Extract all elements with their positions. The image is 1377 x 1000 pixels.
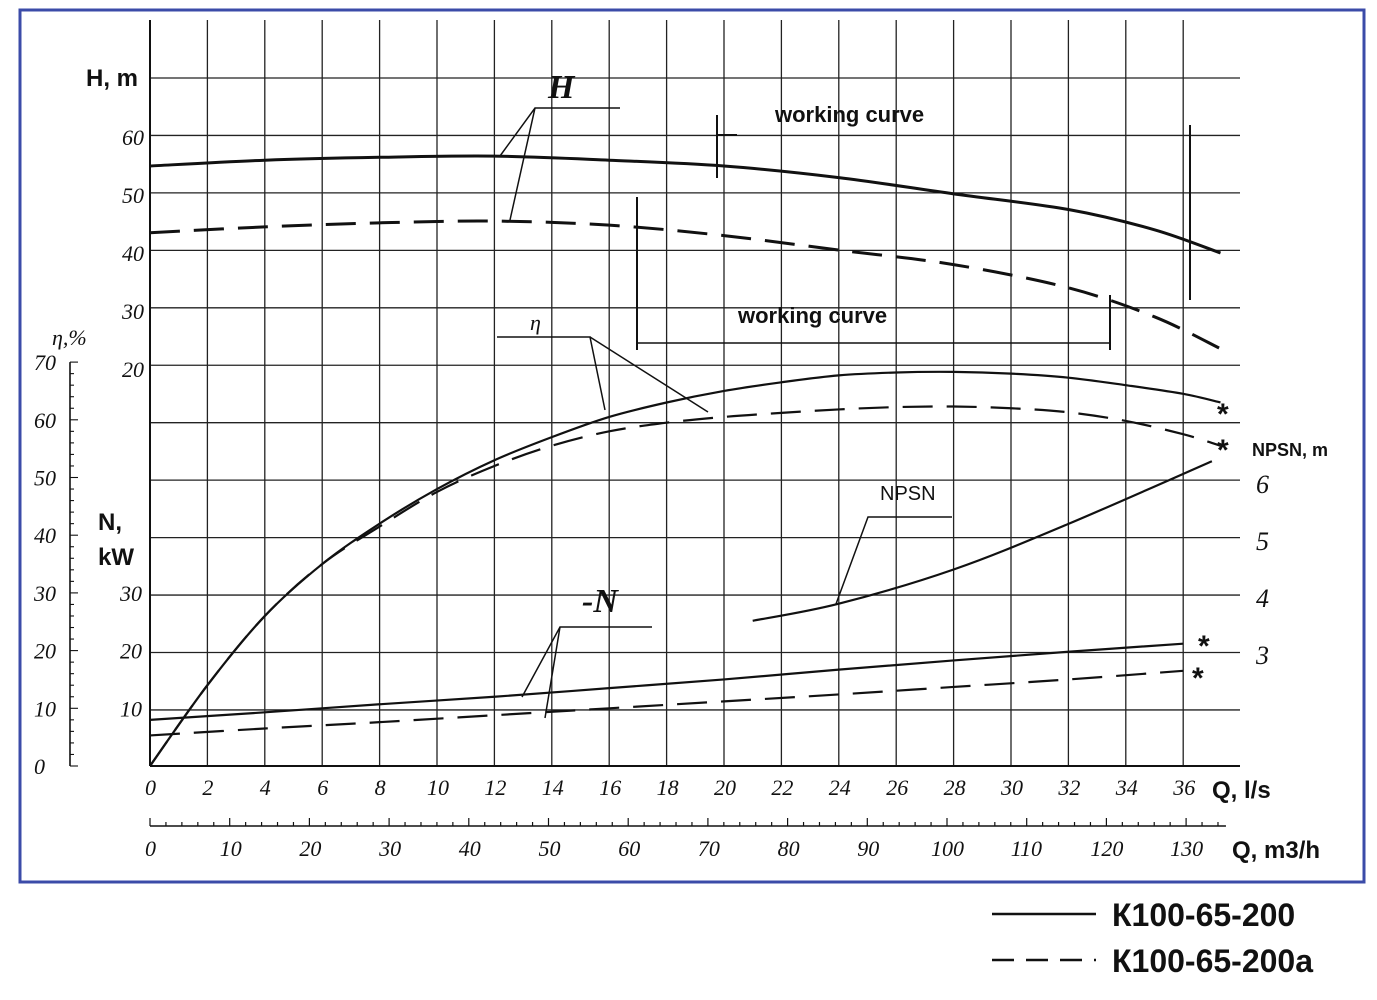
x2-tick-label-m3h: 30 xyxy=(378,836,401,861)
leader-line xyxy=(509,107,536,221)
working-curve-label-bottom: working curve xyxy=(737,303,887,328)
h-tick-label: 50 xyxy=(122,183,144,208)
x-tick-label-ls: 24 xyxy=(829,775,851,800)
n-tick-label: 30 xyxy=(119,581,142,606)
x2-tick-label-m3h: 120 xyxy=(1090,836,1123,861)
leader-line xyxy=(835,516,952,605)
n-curve-solid xyxy=(149,642,1184,721)
n-tick-label: 20 xyxy=(120,639,142,664)
x-axis-title-ls: Q, l/s xyxy=(1212,777,1271,804)
x-tick-label-ls: 0 xyxy=(145,775,156,800)
x-tick-label-ls: 26 xyxy=(886,775,908,800)
x2-tick-label-m3h: 20 xyxy=(299,836,321,861)
x2-tick-label-m3h: 70 xyxy=(698,836,720,861)
working-curve-label-top: working curve xyxy=(774,102,924,127)
n-axis-title-line1: N, xyxy=(98,509,122,536)
x2-tick-label-m3h: 110 xyxy=(1011,836,1042,861)
leader-line xyxy=(544,626,561,719)
h-curve-solid xyxy=(149,154,1222,255)
star-marker-n-dashed: * xyxy=(1192,662,1204,695)
legend-label-dashed: К100-65-200a xyxy=(1112,943,1313,979)
x-tick-label-ls: 2 xyxy=(202,775,213,800)
h-axis-title: H, m xyxy=(86,65,138,92)
leader-line xyxy=(589,336,709,413)
eta-tick-label: 0 xyxy=(34,754,45,779)
h-tick-label: 60 xyxy=(122,125,144,150)
x-tick-label-ls: 18 xyxy=(657,775,679,800)
h-curve-label: H xyxy=(547,69,576,106)
eta-tick-label: 30 xyxy=(33,581,56,606)
x-tick-label-ls: 28 xyxy=(944,775,966,800)
eta-tick-label: 40 xyxy=(34,523,56,548)
x2-tick-label-m3h: 90 xyxy=(857,836,879,861)
x-tick-label-ls: 8 xyxy=(375,775,386,800)
x-tick-label-ls: 6 xyxy=(317,775,328,800)
n-curve-dashed xyxy=(149,669,1184,737)
x2-tick-label-m3h: 80 xyxy=(778,836,800,861)
eta-axis-title: η,% xyxy=(52,325,87,350)
legend-label-solid: К100-65-200 xyxy=(1112,897,1295,933)
annotations xyxy=(497,107,1191,719)
npsn-tick-label: 3 xyxy=(1255,641,1269,670)
x2-tick-label-m3h: 40 xyxy=(459,836,481,861)
x-tick-label-ls: 4 xyxy=(260,775,271,800)
eta-curve-label: η xyxy=(530,310,541,335)
eta-tick-label: 10 xyxy=(34,696,56,721)
x-tick-label-ls: 32 xyxy=(1057,775,1080,800)
npsn-curve-solid xyxy=(752,460,1213,622)
x-tick-label-ls: 14 xyxy=(542,775,564,800)
chart-frame-border xyxy=(18,8,1366,884)
npsn-tick-label: 4 xyxy=(1256,584,1269,613)
eta-tick-label: 60 xyxy=(34,408,56,433)
x-tick-label-ls: 30 xyxy=(1000,775,1023,800)
eta-tick-label: 70 xyxy=(34,350,56,375)
x-tick-label-ls: 34 xyxy=(1115,775,1138,800)
n-curve-label: -N xyxy=(582,583,619,620)
npsn-tick-label: 5 xyxy=(1256,527,1269,556)
h-tick-label: 40 xyxy=(122,241,144,266)
x-tick-label-ls: 16 xyxy=(599,775,621,800)
eta-tick-label: 20 xyxy=(34,639,56,664)
npsn-curve-label: NPSN xyxy=(880,483,936,505)
npsn-tick-label: 6 xyxy=(1256,470,1269,499)
x2-tick-label-m3h: 60 xyxy=(618,836,640,861)
x2-tick-label-m3h: 50 xyxy=(539,836,561,861)
h-curve-dashed xyxy=(149,219,1222,351)
x-tick-label-ls: 36 xyxy=(1172,775,1195,800)
x2-tick-label-m3h: 100 xyxy=(931,836,964,861)
x2-tick-label-m3h: 10 xyxy=(220,836,242,861)
n-axis-title-line2: kW xyxy=(98,544,134,571)
n-tick-label: 10 xyxy=(120,696,142,721)
x-axis-title-m3h: Q, m3/h xyxy=(1232,837,1320,864)
grid xyxy=(149,20,1240,766)
axes: 0 2 4 6 8 10 12 14 16 18 20 22 24 26 28 30 32 34 360 10 20 30… xyxy=(33,20,1269,861)
x-tick-label-ls: 10 xyxy=(427,775,449,800)
npsn-axis-title: NPSN, m xyxy=(1252,440,1328,460)
star-marker-eta-dashed: * xyxy=(1217,434,1229,467)
eta-tick-label: 50 xyxy=(34,466,56,491)
star-marker-eta-solid: * xyxy=(1217,398,1229,431)
h-tick-label: 30 xyxy=(121,299,144,324)
x-tick-label-ls: 12 xyxy=(484,775,506,800)
x2-tick-label-m3h: 130 xyxy=(1170,836,1203,861)
star-marker-n-solid: * xyxy=(1198,630,1210,663)
eta-curve-solid xyxy=(149,370,1221,767)
legend: К100-65-200 К100-65-200a xyxy=(992,897,1313,979)
eta-curve-dashed xyxy=(149,405,1221,767)
x-tick-label-ls: 20 xyxy=(714,775,736,800)
x-tick-label-ls: 22 xyxy=(771,775,793,800)
x2-tick-label-m3h: 0 xyxy=(145,836,156,861)
curves xyxy=(149,154,1222,767)
h-tick-label: 20 xyxy=(122,357,144,382)
